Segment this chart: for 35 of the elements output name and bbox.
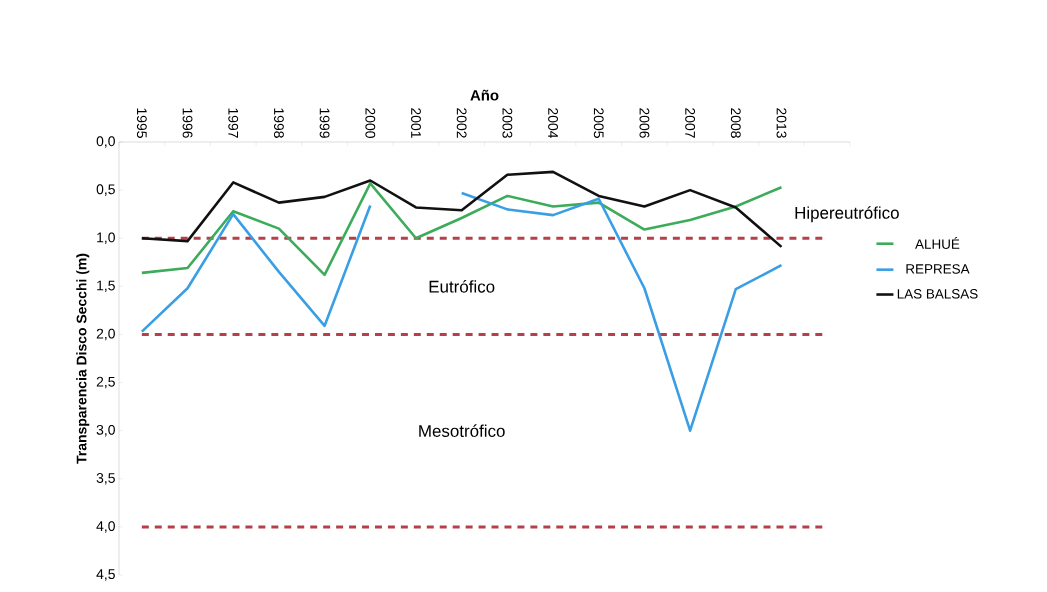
x-tick-label: 2003 xyxy=(502,108,513,138)
x-tick-label: 1997 xyxy=(228,108,239,138)
x-tick-label: 2004 xyxy=(548,108,558,139)
y-tick-label: 4,0 xyxy=(96,521,115,533)
y-tick-label: 1,5 xyxy=(97,280,115,293)
y-tick-label: 4,5 xyxy=(96,569,115,581)
x-axis-title: Año xyxy=(470,89,499,101)
annotation: Hipereutrófico xyxy=(795,206,899,223)
x-tick-label: 2013 xyxy=(776,108,787,138)
x-tick-label: 1998 xyxy=(273,108,284,138)
line-series xyxy=(140,182,783,277)
y-tick-label: 2,0 xyxy=(96,328,115,341)
annotation: Mesotrófico xyxy=(419,424,505,437)
y-tick-label: 2,5 xyxy=(96,376,115,389)
x-tick-label: 2007 xyxy=(685,108,696,138)
y-axis-title: Transparencia Disco Secchi (m) xyxy=(76,253,90,464)
legend-label: ALHUÉ xyxy=(915,237,960,249)
y-tick-label: 1,0 xyxy=(97,232,115,244)
y-tick-label: 0,5 xyxy=(96,184,115,196)
legend-label: REPRESA xyxy=(906,264,970,274)
x-tick-label: 1999 xyxy=(319,108,330,138)
x-tick-label: 1996 xyxy=(182,108,193,138)
annotation: Eutrófico xyxy=(429,280,495,293)
legend-label: LAS BALSAS xyxy=(897,289,978,299)
x-tick-label: 2006 xyxy=(639,108,650,138)
y-tick-label: 0,0 xyxy=(96,136,115,148)
line-series xyxy=(140,170,783,249)
x-tick-label: 2000 xyxy=(365,108,376,138)
x-tick-label: 2001 xyxy=(411,108,421,138)
x-tick-label: 1995 xyxy=(136,108,147,138)
x-tick-label: 2005 xyxy=(593,108,604,138)
x-tick-label: 2008 xyxy=(730,108,741,138)
x-tick-label: 2002 xyxy=(456,108,467,138)
y-tick-label: 3,0 xyxy=(96,424,115,437)
y-tick-label: 3,5 xyxy=(96,473,115,485)
